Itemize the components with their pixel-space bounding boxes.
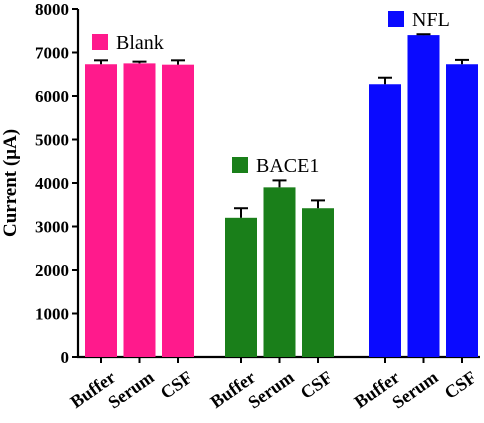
bar-bace1-buffer [225,217,257,357]
x-category-label: CSF [441,367,480,403]
legend-swatch-nfl [388,11,404,27]
y-tick-label: 4000 [35,174,69,193]
x-category-label: CSF [157,367,196,403]
y-tick-label: 6000 [35,87,69,106]
y-tick-label: 1000 [35,305,69,324]
y-tick-label: 2000 [35,261,69,280]
bar-nfl-buffer [369,84,401,357]
legend-label-bace1: BACE1 [256,155,319,177]
y-axis: 0 1000 2000 3000 4000 5000 6000 7000 8000 [35,0,80,367]
legend-swatch-bace1 [232,157,248,173]
bar-blank-buffer [85,64,117,358]
y-axis-title: Current (μA) [0,129,21,237]
x-category-label: CSF [297,367,336,403]
legend-label-nfl: NFL [412,9,450,31]
bar-blank-csf [162,64,194,358]
y-tick-label: 0 [61,348,70,367]
legend-label-blank: Blank [116,32,164,54]
legend-swatch-blank [92,34,108,50]
bar-bace1-csf [302,208,334,357]
y-tick-label: 8000 [35,0,69,19]
y-tick-label: 7000 [35,44,69,63]
bar-nfl-serum [407,35,440,357]
y-tick-label: 3000 [35,218,69,237]
bar-nfl-csf [446,64,478,358]
bar-bace1-serum [263,187,296,357]
legends-layer: Blank BACE1 NFL [92,9,450,177]
y-tick-label: 5000 [35,131,69,150]
bar-blank-serum [123,63,156,357]
bars-layer [85,33,478,358]
